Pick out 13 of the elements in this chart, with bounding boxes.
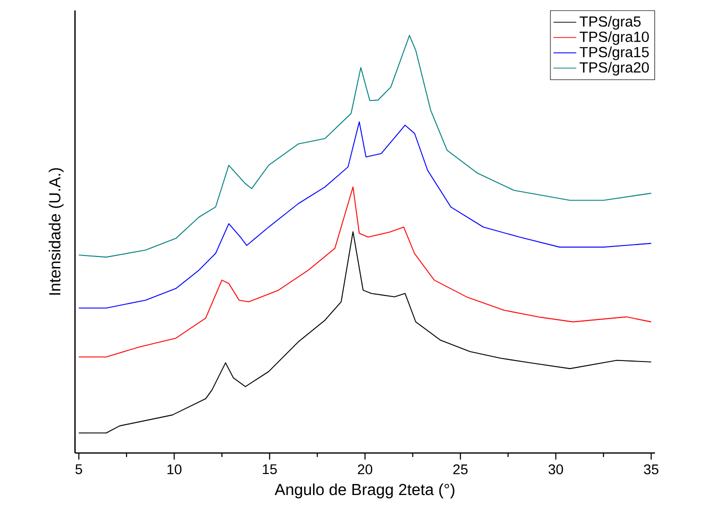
x-tick-label: 35 [644,464,658,474]
x-tick-label: 15 [262,464,277,474]
x-tick-label: 30 [548,464,564,474]
x-tick-label: 5 [75,464,82,474]
legend-label: TPS/gra10 [580,31,649,45]
x-tick-label: 20 [358,464,372,474]
legend-label: TPS/gra5 [580,16,641,30]
x-tick-label: 25 [453,464,468,474]
legend-label: TPS/gra15 [580,46,649,60]
legend-label: TPS/gra20 [580,62,649,76]
x-tick-label: 10 [167,464,182,474]
y-axis-title: Intensidade (U.A.) [48,168,64,295]
x-axis-title: Angulo de Bragg 2teta (°) [274,483,454,498]
